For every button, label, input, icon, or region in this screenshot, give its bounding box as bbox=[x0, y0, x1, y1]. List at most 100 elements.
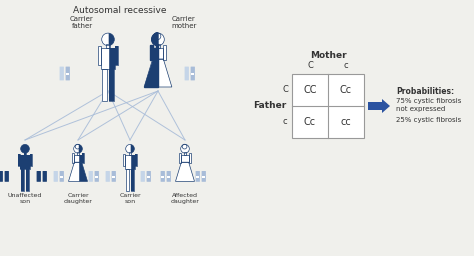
Bar bbox=[101, 48, 108, 69]
Polygon shape bbox=[102, 33, 108, 46]
Text: Mother: Mother bbox=[310, 51, 346, 60]
Bar bbox=[112, 176, 115, 178]
Bar bbox=[156, 44, 160, 48]
Bar bbox=[109, 69, 114, 101]
Polygon shape bbox=[126, 144, 130, 153]
Bar bbox=[153, 48, 164, 59]
Polygon shape bbox=[152, 33, 158, 46]
Bar bbox=[164, 45, 166, 60]
Bar bbox=[180, 153, 182, 163]
Bar bbox=[129, 152, 130, 155]
Bar bbox=[106, 44, 108, 48]
Bar bbox=[189, 153, 191, 163]
Bar bbox=[106, 44, 110, 48]
Text: 25% cystic fibrosis: 25% cystic fibrosis bbox=[396, 117, 461, 123]
Text: Carrier
father: Carrier father bbox=[70, 16, 94, 29]
Bar bbox=[292, 74, 364, 138]
Bar bbox=[202, 176, 205, 178]
Bar bbox=[189, 153, 191, 163]
Bar bbox=[66, 73, 69, 76]
FancyBboxPatch shape bbox=[36, 171, 41, 182]
FancyBboxPatch shape bbox=[166, 171, 171, 182]
Text: C: C bbox=[282, 86, 288, 94]
Bar bbox=[82, 153, 83, 163]
Text: Cc: Cc bbox=[304, 117, 316, 127]
Bar bbox=[162, 176, 164, 178]
Bar bbox=[135, 154, 137, 166]
Text: c: c bbox=[283, 118, 287, 126]
Bar bbox=[77, 152, 79, 155]
Bar bbox=[147, 176, 150, 178]
Text: CC: CC bbox=[303, 85, 317, 95]
FancyBboxPatch shape bbox=[141, 171, 145, 182]
Text: Probabilities:: Probabilities: bbox=[396, 88, 454, 97]
Bar bbox=[184, 152, 186, 155]
FancyBboxPatch shape bbox=[106, 171, 110, 182]
Circle shape bbox=[21, 144, 29, 153]
FancyBboxPatch shape bbox=[201, 171, 206, 182]
Bar bbox=[109, 69, 114, 101]
Bar bbox=[126, 169, 129, 191]
Text: C: C bbox=[307, 61, 313, 70]
FancyBboxPatch shape bbox=[43, 171, 47, 182]
Bar bbox=[115, 46, 118, 65]
Bar bbox=[115, 46, 118, 65]
Bar bbox=[82, 153, 83, 163]
Bar bbox=[184, 152, 186, 155]
Bar bbox=[167, 176, 170, 178]
Polygon shape bbox=[144, 59, 172, 87]
Polygon shape bbox=[69, 162, 88, 182]
Text: Affected
daughter: Affected daughter bbox=[171, 193, 200, 204]
Polygon shape bbox=[154, 33, 157, 40]
Text: c: c bbox=[344, 61, 348, 70]
Bar bbox=[102, 69, 107, 101]
Text: Carrier
daughter: Carrier daughter bbox=[64, 193, 92, 204]
Bar bbox=[123, 154, 125, 166]
Text: Carrier
mother: Carrier mother bbox=[171, 16, 197, 29]
Polygon shape bbox=[144, 59, 158, 87]
Bar bbox=[73, 153, 74, 163]
Bar bbox=[150, 45, 153, 60]
Bar bbox=[131, 169, 134, 191]
Circle shape bbox=[75, 144, 80, 149]
Bar bbox=[125, 155, 135, 169]
Polygon shape bbox=[69, 162, 78, 182]
FancyBboxPatch shape bbox=[184, 67, 189, 80]
Bar bbox=[98, 46, 101, 65]
Bar bbox=[123, 154, 125, 166]
Bar bbox=[153, 48, 158, 59]
Text: Cc: Cc bbox=[340, 85, 352, 95]
Bar bbox=[73, 153, 74, 163]
Bar bbox=[129, 152, 131, 155]
Bar bbox=[106, 44, 110, 48]
Bar bbox=[24, 152, 26, 155]
FancyBboxPatch shape bbox=[5, 171, 9, 182]
Bar bbox=[150, 45, 153, 60]
Polygon shape bbox=[73, 144, 78, 153]
Text: Unaffected
son: Unaffected son bbox=[8, 193, 42, 204]
FancyBboxPatch shape bbox=[65, 67, 70, 80]
Circle shape bbox=[181, 144, 189, 153]
FancyBboxPatch shape bbox=[146, 171, 151, 182]
FancyArrow shape bbox=[368, 99, 390, 113]
Circle shape bbox=[126, 144, 134, 153]
FancyBboxPatch shape bbox=[111, 171, 116, 182]
Bar bbox=[30, 154, 32, 166]
Text: 75% cystic fibrosis: 75% cystic fibrosis bbox=[396, 98, 461, 104]
Bar bbox=[156, 44, 158, 48]
Circle shape bbox=[102, 33, 114, 46]
Bar bbox=[150, 45, 153, 60]
Polygon shape bbox=[175, 162, 194, 182]
Bar bbox=[21, 169, 24, 191]
FancyBboxPatch shape bbox=[196, 171, 200, 182]
Bar bbox=[131, 169, 134, 191]
Bar bbox=[126, 169, 129, 191]
Bar bbox=[126, 169, 129, 191]
Text: Autosomal recessive: Autosomal recessive bbox=[73, 6, 167, 15]
FancyBboxPatch shape bbox=[191, 67, 195, 80]
FancyBboxPatch shape bbox=[60, 171, 64, 182]
Bar bbox=[102, 69, 107, 101]
FancyBboxPatch shape bbox=[54, 171, 58, 182]
FancyBboxPatch shape bbox=[89, 171, 93, 182]
FancyBboxPatch shape bbox=[161, 171, 165, 182]
